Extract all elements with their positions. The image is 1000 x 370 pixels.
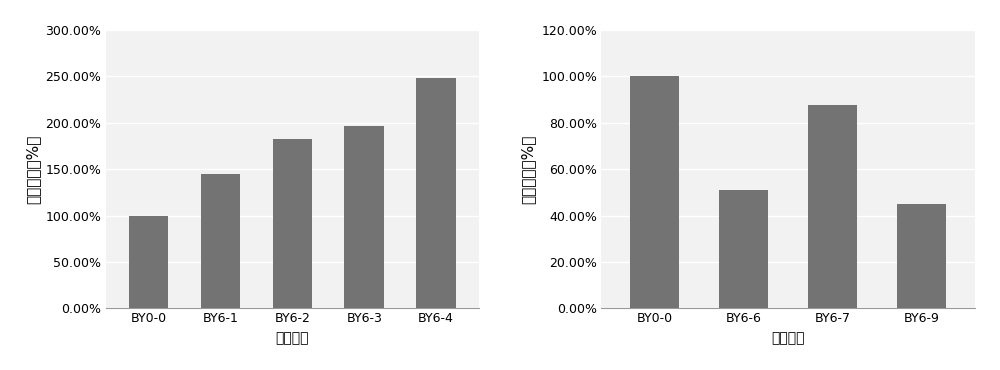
X-axis label: 样品编号: 样品编号: [771, 331, 805, 345]
Bar: [416, 78, 456, 308]
Y-axis label: 相对活性（%）: 相对活性（%）: [25, 134, 40, 204]
Bar: [129, 215, 168, 308]
Bar: [201, 174, 240, 308]
Bar: [719, 190, 768, 308]
Bar: [897, 204, 946, 308]
X-axis label: 样品编号: 样品编号: [276, 331, 309, 345]
Bar: [808, 105, 857, 308]
Y-axis label: 相对活性（%）: 相对活性（%）: [521, 134, 536, 204]
Bar: [273, 138, 312, 308]
Bar: [344, 125, 384, 308]
Bar: [630, 76, 679, 308]
